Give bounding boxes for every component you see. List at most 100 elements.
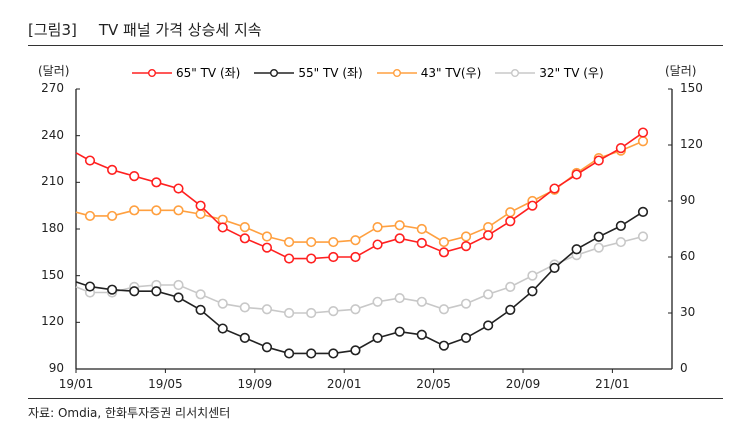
- series-3-point: [615, 236, 626, 248]
- legend-label: 55" TV (좌): [298, 66, 363, 80]
- series-3-point: [239, 302, 250, 313]
- series-1-point: [283, 348, 295, 359]
- series-3-point: [372, 296, 383, 307]
- legend-label: 43" TV(우): [420, 66, 482, 80]
- series-2-point: [239, 222, 250, 233]
- series-1-point: [637, 206, 649, 217]
- series-3-point: [527, 270, 538, 281]
- series-1-point: [549, 262, 560, 273]
- series-0-point: [394, 233, 405, 244]
- series-1-point: [505, 304, 516, 315]
- series-0-point: [549, 183, 560, 194]
- series-1-point: [328, 348, 339, 359]
- series-0-point: [217, 222, 228, 233]
- figure-title: [그림3] TV 패널 가격 상승세 지속: [28, 19, 262, 40]
- legend-item: 55" TV (좌): [254, 64, 363, 81]
- series-1-point: [571, 244, 582, 255]
- x-tick-label: 19/05: [148, 377, 183, 391]
- left-tick-label: 120: [41, 314, 64, 329]
- series-2-point: [283, 236, 295, 248]
- series-1-point: [306, 348, 317, 359]
- series-0-point: [350, 251, 361, 263]
- series-0-point: [527, 200, 538, 211]
- series-0-point: [593, 155, 604, 166]
- series-1-point: [394, 326, 405, 337]
- series-0-point: [372, 239, 383, 250]
- x-tick-label: 19/01: [58, 377, 94, 391]
- series-3-point: [483, 289, 494, 300]
- legend-item: 65" TV (좌): [132, 64, 240, 81]
- series-1-point: [173, 292, 184, 303]
- legend-label: 32" TV (우): [539, 66, 604, 80]
- series-3-point: [460, 298, 472, 309]
- series-0-point: [416, 237, 427, 249]
- series-2-point: [350, 235, 361, 246]
- series-3-point: [217, 298, 228, 309]
- series-0-point: [571, 169, 582, 180]
- series-2-point: [505, 207, 516, 218]
- series-0-point: [195, 200, 206, 211]
- series-0-point: [306, 253, 317, 264]
- series-line-3: [75, 235, 644, 314]
- x-tick-label: 20/09: [505, 377, 541, 391]
- series-2-point: [416, 223, 427, 235]
- series-2-point: [84, 210, 96, 222]
- left-tick-label: 210: [41, 174, 64, 189]
- left-tick-label: 240: [41, 127, 64, 142]
- legend-item: 43" TV(우): [376, 64, 482, 81]
- series-1-point: [460, 332, 472, 343]
- series-1-point: [151, 286, 162, 297]
- legend-marker-icon: [254, 68, 295, 77]
- series-0-point: [129, 171, 140, 182]
- legend-label: 65" TV (좌): [176, 66, 241, 80]
- series-2-point: [129, 205, 140, 216]
- series-1-point: [527, 286, 538, 297]
- series-0-point: [261, 242, 273, 253]
- series-2-point: [306, 236, 317, 248]
- series-2-point: [637, 136, 649, 147]
- x-tick-label: 20/05: [416, 377, 451, 391]
- left-tick-label: 180: [41, 221, 64, 235]
- left-tick-label: 150: [41, 267, 64, 282]
- series-0-point: [173, 183, 184, 194]
- series-1-point: [217, 323, 228, 334]
- x-tick-label: 20/01: [326, 377, 362, 391]
- series-1-point: [350, 345, 361, 356]
- left-axis-unit: (달러): [38, 64, 70, 78]
- series-0-point: [239, 233, 250, 244]
- series-3-point: [261, 304, 273, 315]
- right-tick-label: 150: [680, 81, 703, 95]
- series-0-point: [460, 241, 472, 252]
- right-tick-label: 60: [680, 249, 696, 263]
- series-1-point: [84, 281, 96, 292]
- series-2-point: [261, 231, 273, 242]
- series-0-point: [328, 251, 339, 263]
- series-line-1: [75, 211, 644, 355]
- series-3-point: [195, 289, 206, 300]
- series-0-point: [438, 247, 450, 258]
- series-0-point: [615, 143, 626, 154]
- top-divider: [28, 45, 723, 46]
- series-1-point: [261, 342, 273, 353]
- series-1-point: [416, 329, 427, 340]
- series-0-point: [483, 230, 494, 241]
- series-2-point: [394, 220, 405, 231]
- bottom-divider: [28, 398, 723, 399]
- series-3-point: [306, 307, 317, 319]
- series-3-point: [328, 306, 339, 317]
- left-tick-label: 90: [48, 361, 64, 375]
- legend: 65" TV (좌) 55" TV (좌) 43" TV(우) 32" TV (우): [132, 64, 604, 81]
- series-3-point: [350, 304, 361, 315]
- series-3-point: [637, 231, 649, 242]
- right-tick-label: 0: [680, 361, 688, 375]
- series-3-point: [394, 292, 405, 304]
- series-3-point: [438, 304, 450, 315]
- series-0-point: [637, 127, 649, 138]
- series-1-point: [438, 340, 450, 351]
- series-2-point: [173, 205, 184, 216]
- left-tick-label: 270: [41, 81, 64, 95]
- series-0-point: [107, 164, 118, 175]
- series-1-point: [107, 284, 118, 295]
- series-3-point: [283, 307, 295, 319]
